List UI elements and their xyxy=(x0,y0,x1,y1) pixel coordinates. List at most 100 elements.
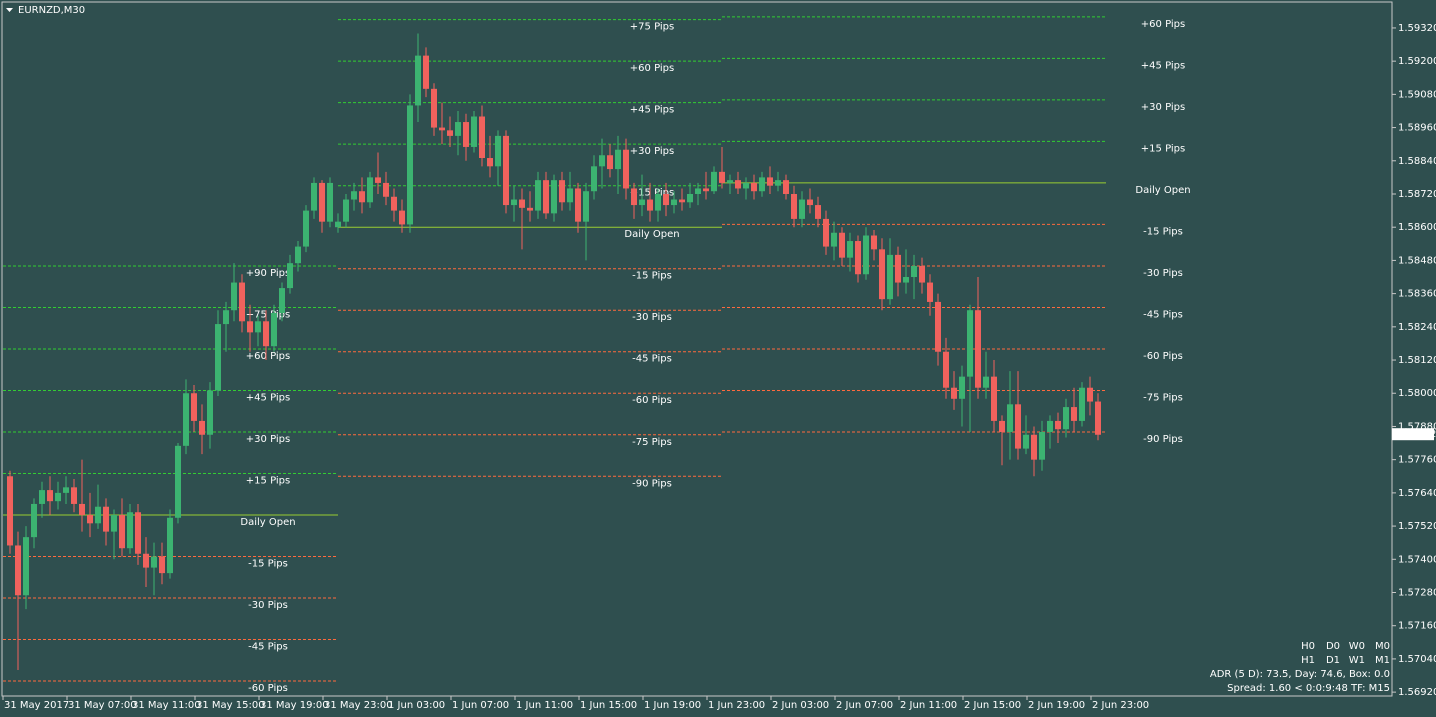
candle-body xyxy=(1079,387,1085,421)
candle-body xyxy=(839,232,845,258)
candle-body xyxy=(695,188,701,194)
x-tick-label: 1 Jun 11:00 xyxy=(516,700,573,711)
candle-body xyxy=(223,310,229,325)
candle-body xyxy=(191,393,197,421)
candle-body xyxy=(631,188,637,206)
y-tick-label: 1.58720 xyxy=(1398,189,1436,200)
candle-body xyxy=(1015,404,1021,449)
candle-body xyxy=(687,193,693,203)
candle-body xyxy=(1095,401,1101,435)
symbol-menu-icon[interactable] xyxy=(6,8,13,12)
y-tick-label: 1.57040 xyxy=(1398,654,1436,665)
candle-body xyxy=(831,232,837,247)
candle-body xyxy=(455,122,461,136)
candle-body xyxy=(783,180,789,194)
adr-info: ADR (5 D): 73.5, Day: 74.6, Box: 0.0 xyxy=(1210,669,1390,680)
candle-body xyxy=(911,265,917,278)
pip-level-label: +30 Pips xyxy=(630,146,674,157)
period-label: W1 xyxy=(1349,655,1365,666)
y-tick-label: 1.57280 xyxy=(1398,587,1436,598)
y-tick-label: 1.57640 xyxy=(1398,488,1436,499)
pip-level-label: +15 Pips xyxy=(246,476,290,487)
x-tick-label: 2 Jun 11:00 xyxy=(900,700,957,711)
candle-body xyxy=(103,506,109,532)
candle-body xyxy=(679,199,685,203)
candle-body xyxy=(527,207,533,211)
pip-level-label: -45 Pips xyxy=(248,642,288,653)
candle-body xyxy=(287,263,293,289)
x-tick-label: 1 Jun 03:00 xyxy=(388,700,445,711)
candle-body xyxy=(95,506,101,524)
plot-frame xyxy=(1,1,1393,697)
pip-level-label: -60 Pips xyxy=(1143,351,1183,362)
x-tick-label: 31 May 2017 xyxy=(4,700,69,711)
pip-level-label: -15 Pips xyxy=(632,271,672,282)
candle-body xyxy=(311,182,317,211)
y-tick-label: 1.57520 xyxy=(1398,521,1436,532)
candle-body xyxy=(583,191,589,222)
candle-body xyxy=(71,487,77,504)
candle-body xyxy=(215,324,221,391)
candle-body xyxy=(319,182,325,222)
y-tick-label: 1.58600 xyxy=(1398,222,1436,233)
candle-body xyxy=(519,199,525,208)
candle-body xyxy=(991,376,997,421)
candle-body xyxy=(151,556,157,568)
candle-body xyxy=(55,492,61,502)
candle-body xyxy=(143,553,149,568)
candle-body xyxy=(927,282,933,302)
pip-level-label: -30 Pips xyxy=(632,312,672,323)
candle-body xyxy=(663,193,669,206)
pip-level-label: +60 Pips xyxy=(630,63,674,74)
y-tick-label: 1.58360 xyxy=(1398,289,1436,300)
candle-body xyxy=(335,221,341,228)
candle-body xyxy=(703,188,709,192)
pip-level-label: -60 Pips xyxy=(248,683,288,694)
candle-body xyxy=(863,235,869,275)
candle-body xyxy=(279,288,285,313)
pip-level-label: -60 Pips xyxy=(632,395,672,406)
candle-body xyxy=(975,310,981,388)
candle-body xyxy=(375,177,381,183)
candle-body xyxy=(1039,431,1045,460)
y-tick-label: 1.58480 xyxy=(1398,255,1436,266)
pip-level-label: +15 Pips xyxy=(1141,143,1185,154)
candle-body xyxy=(727,180,733,183)
candle-body xyxy=(759,177,765,192)
pip-level-label: +45 Pips xyxy=(1141,60,1185,71)
x-tick-label: 1 Jun 15:00 xyxy=(580,700,637,711)
candle-body xyxy=(887,254,893,300)
x-tick-label: 31 May 23:00 xyxy=(324,700,393,711)
candle-body xyxy=(15,545,21,596)
candle-body xyxy=(871,235,877,250)
candle-body xyxy=(343,199,349,222)
candle-body xyxy=(567,188,573,203)
candle-body xyxy=(655,193,661,211)
candle-body xyxy=(815,205,821,219)
daily-open-label: Daily Open xyxy=(624,229,679,240)
candle-body xyxy=(23,537,29,596)
candle-body xyxy=(407,105,413,225)
period-label: D0 xyxy=(1326,641,1340,652)
candle-body xyxy=(1007,404,1013,432)
candle-body xyxy=(463,122,469,147)
pip-level-label: +60 Pips xyxy=(246,351,290,362)
candle-body xyxy=(735,180,741,189)
candle-body xyxy=(959,376,965,399)
candle-body xyxy=(487,158,493,167)
candle-body xyxy=(1071,407,1077,421)
candle-body xyxy=(503,135,509,206)
y-tick-label: 1.57880 xyxy=(1398,421,1436,432)
candle-body xyxy=(351,191,357,200)
y-tick-label: 1.58120 xyxy=(1398,355,1436,366)
candle-body xyxy=(623,149,629,189)
y-tick-label: 1.56920 xyxy=(1398,687,1436,698)
candle-body xyxy=(423,55,429,89)
candle-body xyxy=(615,149,621,170)
candle-body xyxy=(471,116,477,147)
candle-body xyxy=(327,182,333,222)
y-tick-label: 1.59080 xyxy=(1398,89,1436,100)
candle-body xyxy=(543,180,549,214)
candle-body xyxy=(767,177,773,186)
